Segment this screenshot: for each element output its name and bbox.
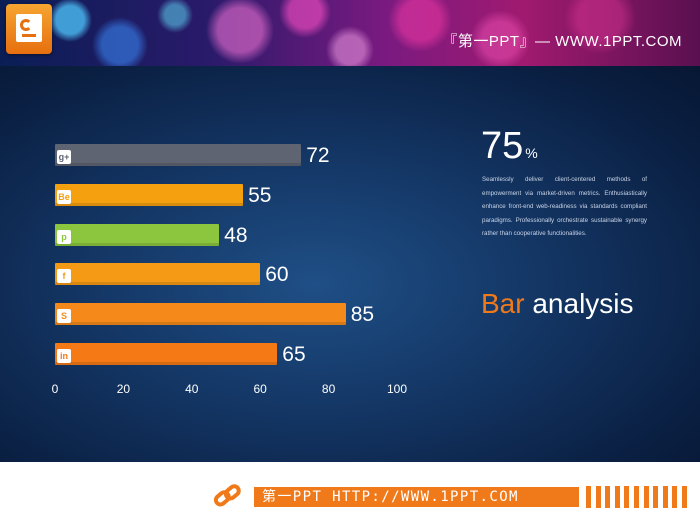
x-tick-label: 60 [253,382,267,396]
x-tick-label: 20 [116,382,131,396]
facebook-icon: f [57,269,71,284]
bar-pinterest: p [55,223,220,246]
linkedin-icon: in [57,349,71,363]
footer-stripe [672,486,678,508]
behance-icon: Be [57,189,71,204]
pinterest-icon: p [57,229,71,244]
bar-facebook: f [55,263,261,286]
footer-link[interactable]: 第一PPT HTTP://WWW.1PPT.COM [262,489,519,505]
powerpoint-logo-icon [6,4,52,54]
footer-stripe [643,486,649,508]
site-title: 『第一PPT』— WWW.1PPT.COM [442,33,682,50]
footer-stripe [634,486,639,508]
link-icon [213,484,241,507]
x-tick-label: 80 [321,382,336,396]
footer-stripe [605,486,611,508]
footer-bar [254,487,579,507]
footer-stripe [614,486,620,508]
highlight-value: 75 [481,125,524,167]
bar-value-label: 48 [224,223,248,247]
slide-panel: g+ 72 Be 55 p 48 f 60 S 85 in 65 0 20 40 60 80 100 75% Se… [0,66,700,462]
x-tick-label: 40 [185,382,199,396]
highlight-number: 75% [481,124,538,175]
bar-skype: S [55,303,346,326]
google-plus-icon: g+ [57,150,71,164]
bar-behance: Be [55,183,244,206]
analysis-word-2: analysis [532,288,634,319]
bar-value-label: 85 [350,303,375,327]
footer-stripe [595,486,601,508]
footer-stripe [653,486,659,508]
bar-google-plus: g+ [55,144,302,166]
footer: 第一PPT HTTP://WWW.1PPT.COM [0,462,700,525]
footer-stripe [662,486,668,508]
footer-stripe [586,486,591,508]
x-tick-label: 0 [51,382,59,396]
bar-value-label: 60 [265,263,289,287]
analysis-heading: Bar analysis [481,288,634,320]
analysis-word-1: Bar [481,288,525,319]
highlight-unit: % [525,145,538,161]
bar-value-label: 72 [306,144,330,167]
x-tick-label: 100 [386,382,408,396]
bar-value-label: 65 [282,343,306,366]
skype-icon: S [57,309,71,324]
bar-chart: g+ 72 Be 55 p 48 f 60 S 85 in 65 0 20 40 60 80 100 [0,66,430,462]
bar-value-label: 55 [248,183,272,207]
header-banner: 『第一PPT』— WWW.1PPT.COM [0,0,700,66]
footer-stripe [624,486,630,508]
highlight-description: Seamlessly deliver client-centered metho… [482,176,647,237]
footer-stripe [682,486,687,508]
bar-linkedin: in [55,343,278,365]
